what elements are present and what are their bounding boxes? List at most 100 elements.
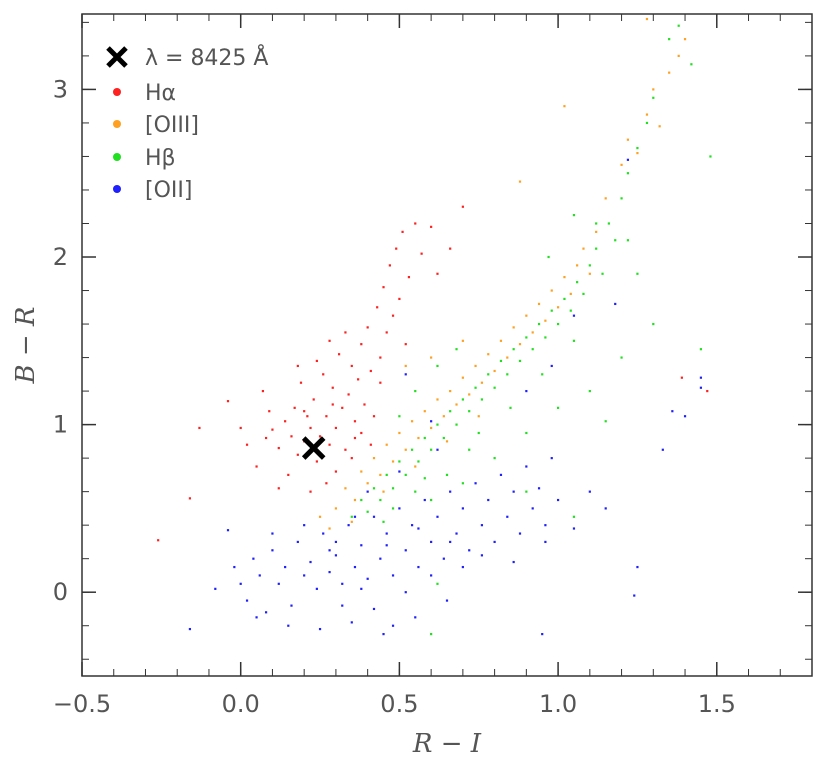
data-point-series-3 [487,373,490,376]
data-point-series-2 [588,272,591,275]
data-point-series-1 [296,364,299,368]
data-point-series-1 [198,426,201,430]
data-point-series-1 [226,400,230,403]
data-point-series-2 [645,17,649,21]
data-point-series-1 [296,453,299,456]
data-point-series-3 [652,322,655,326]
data-point-series-2 [449,389,452,393]
data-point-series-4 [556,498,560,502]
data-point-series-4 [636,565,639,569]
data-point-series-3 [436,423,439,426]
data-point-series-1 [369,443,372,446]
data-point-series-4 [506,515,509,518]
data-point-series-1 [312,398,315,401]
data-point-series-4 [480,554,484,557]
data-point-series-1 [395,247,398,250]
data-point-series-1 [344,331,347,334]
data-point-series-1 [430,225,433,228]
data-point-series-1 [271,428,274,431]
data-point-series-4 [372,515,376,518]
data-point-series-2 [518,343,522,346]
data-point-series-3 [572,339,576,342]
data-point-series-4 [391,624,395,627]
data-point-series-4 [423,498,426,502]
data-point-series-1 [353,436,357,440]
data-point-series-4 [430,420,433,423]
data-point-series-3 [366,510,369,513]
data-point-series-3 [512,348,515,351]
data-point-series-1 [461,205,464,208]
data-point-series-4 [366,577,369,580]
data-point-series-3 [582,292,585,295]
data-point-series-1 [372,415,376,418]
data-point-series-3 [398,460,401,463]
data-point-series-4 [271,532,274,535]
data-point-series-3 [410,448,414,451]
data-point-series-2 [344,487,347,490]
data-point-series-4 [245,599,249,602]
data-point-series-3 [547,255,550,259]
data-point-series-4 [430,540,433,544]
data-point-series-3 [468,448,471,451]
data-point-series-3 [572,515,576,518]
data-point-series-2 [493,369,496,373]
data-point-series-3 [360,498,363,502]
data-point-series-3 [537,322,541,326]
data-point-series-3 [455,423,458,426]
data-point-series-4 [436,515,439,518]
data-point-series-2 [334,507,338,510]
data-point-series-1 [366,326,369,329]
data-point-series-4 [391,574,395,577]
data-point-series-4 [604,507,607,510]
data-point-series-2 [328,527,331,530]
data-point-series-4 [525,465,528,468]
data-point-series-2 [487,353,490,356]
data-point-series-3 [518,359,522,363]
data-point-series-4 [322,532,325,535]
data-point-series-1 [306,415,309,418]
data-point-series-4 [328,549,331,552]
y-tick-label: 0 [53,578,68,606]
data-point-series-1 [255,465,258,468]
data-point-series-2 [531,331,534,334]
data-point-series-4 [572,527,576,530]
data-point-series-3 [525,431,528,435]
data-point-series-4 [572,314,576,317]
data-point-series-1 [245,443,249,446]
data-point-series-2 [430,356,433,359]
data-point-series-1 [309,490,312,493]
data-point-series-4 [372,607,376,611]
data-point-series-4 [226,529,230,532]
data-point-series-1 [407,276,411,279]
data-point-series-4 [550,457,553,460]
data-point-series-3 [620,356,623,359]
data-point-series-3 [699,348,703,351]
data-point-series-2 [477,415,480,418]
data-point-series-4 [398,470,401,473]
data-point-series-4 [303,574,306,577]
x-tick-label: 1.0 [539,690,577,718]
data-point-series-2 [385,443,388,446]
data-point-series-1 [277,487,280,490]
data-point-series-4 [341,604,344,607]
data-point-series-1 [331,403,334,406]
data-point-series-4 [404,373,407,376]
data-point-series-3 [677,24,680,27]
data-point-series-1 [331,386,334,389]
data-point-series-4 [398,507,401,510]
legend-dot-icon [113,185,121,193]
data-point-series-2 [636,152,639,155]
data-point-series-4 [480,524,484,527]
data-point-series-3 [461,482,464,485]
wavelength-marker [301,436,326,460]
data-point-series-1 [401,230,404,233]
data-point-series-2 [569,292,572,295]
legend-dot-icon [113,153,121,161]
data-point-series-2 [556,306,560,309]
data-point-series-1 [315,359,318,363]
data-point-series-2 [677,54,680,57]
data-point-series-3 [455,348,458,351]
data-point-series-4 [455,532,458,535]
data-point-series-4 [296,540,299,544]
data-points [157,17,712,636]
